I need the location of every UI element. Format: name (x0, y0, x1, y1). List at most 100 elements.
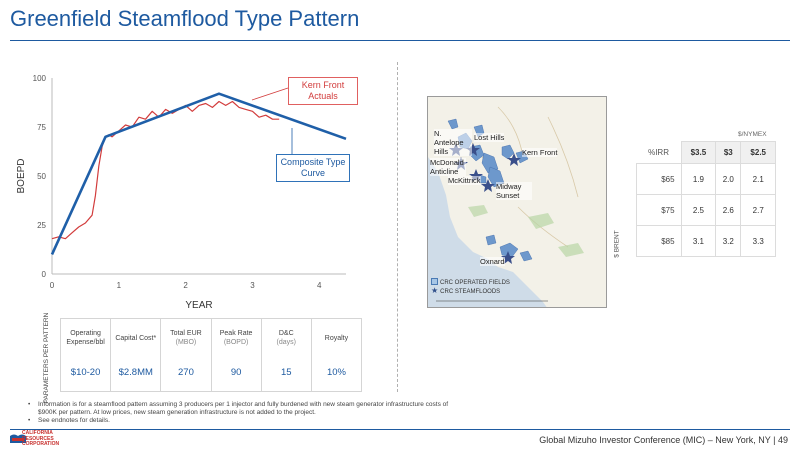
parameter-column: D&C (days) 15 (262, 319, 312, 391)
parameter-value: 90 (230, 366, 242, 378)
callout-leader-actuals (251, 87, 289, 101)
legend-operated-fields: CRC OPERATED FIELDS (431, 278, 510, 287)
composite-type-curve-line (50, 92, 347, 255)
parameter-unit: (MBO) (175, 339, 197, 346)
table-row: $65 1.9 2.0 2.1 (636, 163, 776, 195)
table-row: $75 2.5 2.6 2.7 (636, 194, 776, 226)
california-map: N. Antelope Hills Lost Hills Kern Front … (427, 96, 607, 308)
footnote-item: See endnotes for details. (28, 417, 468, 425)
sensitivity-header-row: %IRR $3.5 $3 $2.5 (636, 141, 776, 164)
parameter-label: Total EUR (170, 330, 202, 337)
callout-kern-front-actuals: Kern Front Actuals (288, 77, 358, 105)
production-chart: 0 25 50 75 100 0 1 2 3 4 YEAR BOEPD (16, 74, 347, 311)
parameter-header: Royalty (325, 319, 348, 353)
title-rule (10, 40, 790, 41)
parameter-column: Peak Rate (BOPD) 90 (212, 319, 262, 391)
footnote-item: Information is for a steamflood pattern … (28, 401, 468, 417)
callout-composite-type-curve: Composite Type Curve (276, 154, 350, 182)
sensitivity-units: $/NYMEX (738, 131, 767, 138)
sensitivity-cell: 3.1 (680, 225, 717, 257)
parameters-table: Operating Expense/bbl $10-20 Capital Cost*… (60, 318, 362, 392)
y-tick-label: 50 (37, 172, 46, 181)
section-divider (397, 62, 398, 392)
map-label-n-antelope-hills: N. Antelope Hills (434, 129, 472, 156)
map-roads (467, 106, 579, 248)
sensitivity-column-header: $3.5 (680, 141, 717, 164)
sensitivity-cell: 3.2 (715, 225, 742, 257)
sensitivity-row-header: $65 (636, 163, 682, 195)
sensitivity-cell: 2.7 (740, 194, 776, 226)
x-tick-label: 0 (50, 281, 55, 290)
map-label-mckittrick: McKittrick (448, 176, 481, 185)
y-tick-label: 25 (37, 221, 46, 230)
x-tick-label: 2 (183, 281, 188, 290)
page-title: Greenfield Steamflood Type Pattern (10, 6, 360, 31)
map-label-lost-hills: Lost Hills (474, 133, 505, 142)
sensitivity-column-header: $3 (715, 141, 742, 164)
x-tick-label: 3 (250, 281, 255, 290)
parameter-column: Operating Expense/bbl $10-20 (61, 319, 112, 391)
footnotes: Information is for a steamflood pattern … (28, 401, 468, 425)
parameter-column: Total EUR (MBO) 270 (161, 319, 212, 391)
parameter-label: D&C (278, 330, 294, 337)
map-ocean (428, 157, 547, 307)
parameter-header: Operating Expense/bbl (61, 319, 110, 353)
sensitivity-cell: 1.9 (680, 163, 717, 195)
crc-logo-icon (10, 434, 26, 443)
star-kern-front (507, 153, 521, 166)
sensitivity-row-header: $85 (636, 225, 682, 257)
parameter-value: $2.8MM (118, 366, 153, 378)
legend-star-icon: ★ (431, 286, 439, 295)
star-oxnard (501, 251, 515, 264)
irr-sensitivity-table: %IRR $3.5 $3 $2.5 $65 1.9 2.0 2.1 $75 2.5 2.6 2.7 $8… (636, 141, 776, 257)
parameter-value: 10% (326, 366, 346, 378)
map-label-mcdonald-anticline: McDonald Anticline (430, 158, 466, 176)
parameters-side-label: PARAMETERS PER PATTERN (43, 312, 50, 404)
sensitivity-cell: 2.5 (680, 194, 717, 226)
parameter-value: 270 (178, 366, 194, 378)
x-tick-label: 1 (117, 281, 122, 290)
table-row: $85 3.1 3.2 3.3 (636, 225, 776, 257)
map-vegetation (468, 205, 584, 257)
map-label-oxnard: Oxnard (480, 257, 505, 266)
sensitivity-corner-label: %IRR (636, 141, 682, 164)
x-tick-label: 4 (317, 281, 322, 290)
parameter-label: Peak Rate (219, 330, 253, 337)
star-lost-hills (466, 143, 480, 156)
star-midway-sunset (481, 179, 495, 192)
parameter-column: Royalty 10% (312, 319, 361, 391)
parameter-unit: (days) (276, 339, 296, 346)
kern-front-actuals-line (51, 100, 280, 240)
x-axis-title: YEAR (185, 300, 212, 311)
parameter-header: Capital Cost* (115, 319, 156, 353)
y-tick-label: 100 (33, 74, 47, 83)
parameter-header: D&C (days) (277, 319, 296, 353)
parameter-value: 15 (280, 366, 292, 378)
map-legend: CRC OPERATED FIELDS ★ CRC STEAMFLOODS (431, 278, 510, 296)
y-axis-title: BOEPD (16, 158, 27, 193)
footer-rule (10, 429, 790, 430)
sensitivity-cell: 2.6 (715, 194, 742, 226)
logo-text: CALIFORNIA RESOURCES CORPORATION (22, 430, 60, 447)
map-label-midway-sunset: Midway Sunset (496, 182, 532, 200)
parameter-label: Capital Cost* (115, 334, 157, 342)
parameter-header: Total EUR (MBO) (170, 319, 202, 353)
legend-square-icon (431, 278, 438, 285)
legend-steamfloods: ★ CRC STEAMFLOODS (431, 286, 501, 296)
sensitivity-row-axis-label: $ BRENT (613, 230, 621, 258)
y-tick-label: 75 (37, 123, 46, 132)
parameter-unit: (BOPD) (223, 339, 249, 346)
sensitivity-column-header: $2.5 (740, 141, 776, 164)
parameter-column: Capital Cost* $2.8MM (111, 319, 162, 391)
map-label-kern-front: Kern Front (522, 148, 558, 157)
footer-text: Global Mizuho Investor Conference (MIC) … (539, 435, 788, 445)
y-tick-label: 0 (42, 270, 47, 279)
parameter-header: Peak Rate (BOPD) (220, 319, 253, 353)
sensitivity-cell: 2.1 (740, 163, 776, 195)
parameter-label: Operating Expense/bbl (66, 330, 105, 346)
sensitivity-row-header: $75 (636, 194, 682, 226)
sensitivity-cell: 2.0 (715, 163, 742, 195)
sensitivity-cell: 3.3 (740, 225, 776, 257)
star-mckittrick (469, 169, 483, 182)
parameter-label: Royalty (324, 334, 349, 342)
